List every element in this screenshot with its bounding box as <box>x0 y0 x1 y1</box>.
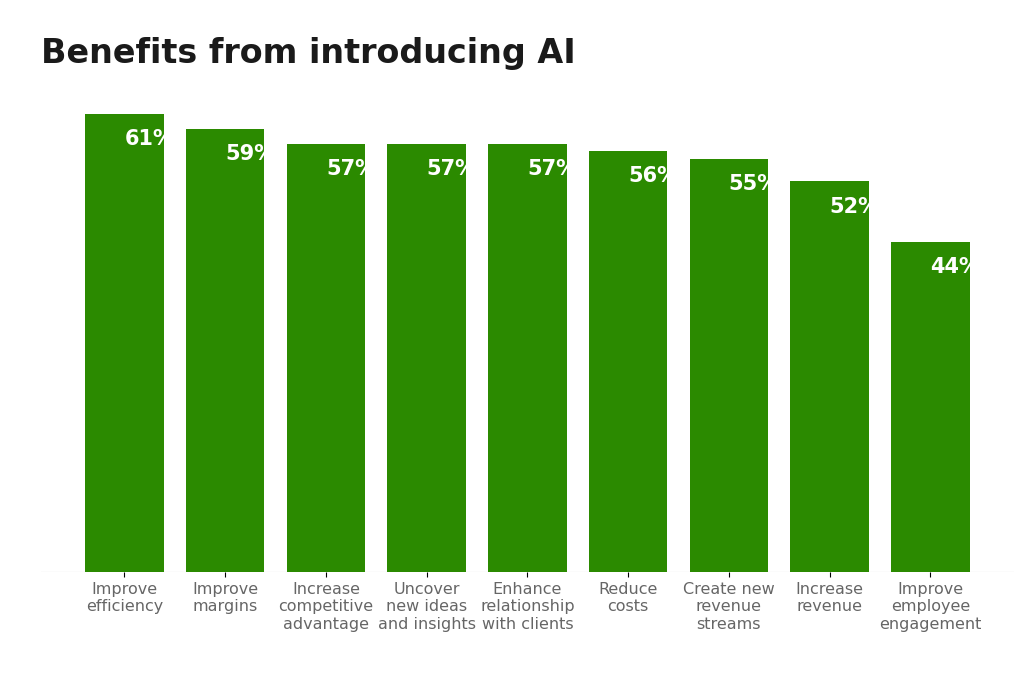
Text: 59%: 59% <box>225 144 275 164</box>
Bar <box>589 151 668 572</box>
Bar <box>387 144 466 572</box>
Text: 57%: 57% <box>326 159 376 179</box>
Bar <box>186 129 264 572</box>
Text: 55%: 55% <box>729 174 779 194</box>
Bar <box>488 144 566 572</box>
Bar <box>791 181 868 572</box>
Text: 57%: 57% <box>527 159 578 179</box>
Bar <box>85 114 164 572</box>
Text: 56%: 56% <box>628 166 678 186</box>
Text: Benefits from introducing AI: Benefits from introducing AI <box>41 37 575 70</box>
Text: 52%: 52% <box>829 197 880 216</box>
Text: 44%: 44% <box>930 257 980 276</box>
Bar <box>287 144 366 572</box>
Text: 57%: 57% <box>427 159 476 179</box>
Bar <box>891 242 970 572</box>
Bar <box>689 159 768 572</box>
Text: 61%: 61% <box>125 129 174 149</box>
